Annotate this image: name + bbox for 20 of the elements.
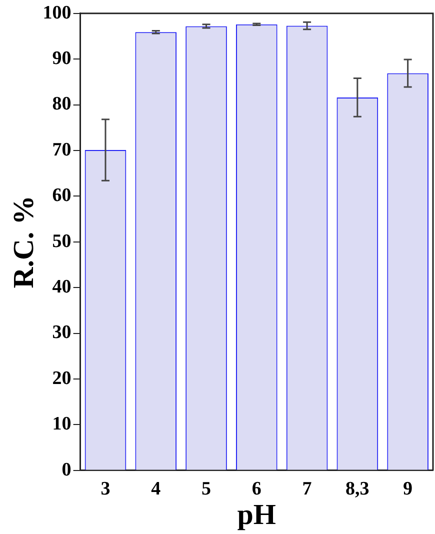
- y-tick-label: 20: [52, 368, 72, 389]
- x-axis-title: pH: [237, 499, 276, 532]
- x-tick-label: 3: [100, 478, 110, 500]
- y-tick-label: 60: [52, 185, 72, 206]
- x-tick-label: 5: [202, 478, 212, 500]
- x-tick-label: 4: [151, 478, 162, 500]
- y-tick-label: 90: [52, 48, 72, 70]
- y-tick-label: 80: [52, 94, 72, 115]
- y-tick-label: 70: [52, 139, 72, 160]
- x-tick-label: 9: [403, 478, 413, 500]
- x-tick-label: 7: [302, 478, 312, 500]
- x-tick-label: 6: [252, 478, 262, 500]
- x-tick-label: 8,3: [346, 478, 370, 500]
- y-tick-label: 30: [52, 322, 72, 344]
- y-tick-label: 100: [42, 2, 72, 24]
- y-axis-title: R.C. %: [8, 196, 40, 288]
- y-tick-label: 40: [52, 276, 72, 298]
- y-tick-label: 10: [52, 414, 72, 435]
- y-tick-label: 0: [62, 459, 72, 480]
- y-tick-label: 50: [52, 230, 72, 252]
